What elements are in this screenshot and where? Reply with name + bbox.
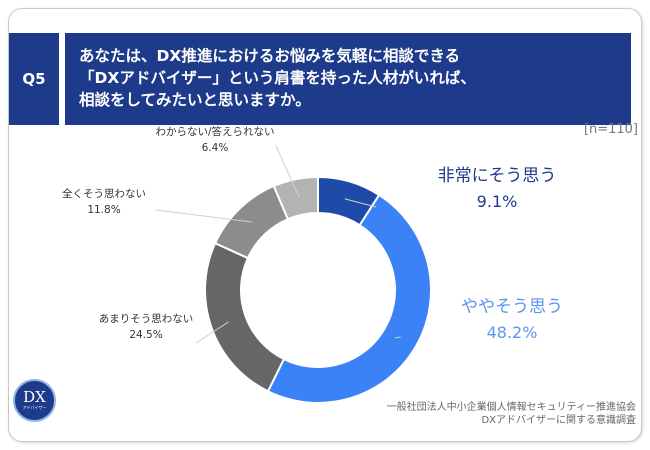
leader-line	[275, 145, 300, 198]
dx-logo: DX アドバイザー	[13, 379, 56, 422]
logo-subtext: アドバイザー	[22, 405, 47, 410]
slice-label: ややそう思う	[461, 297, 563, 317]
slice-value-label: 9.1%	[477, 192, 518, 211]
slice-value-label: 24.5%	[129, 329, 162, 341]
donut-slice	[272, 175, 319, 221]
donut-slice	[266, 193, 432, 404]
chart-card: Q5 あなたは、DX推進におけるお悩みを気軽に相談できる 「DXアドバイザー」と…	[8, 8, 642, 442]
question-number-badge: Q5	[9, 33, 59, 125]
question-number: Q5	[22, 70, 46, 88]
question-box: あなたは、DX推進におけるお悩みを気軽に相談できる 「DXアドバイザー」という肩…	[65, 33, 631, 125]
source-line: DXアドバイザーに関する意識調査	[481, 415, 636, 426]
source-note: 一般社団法人中小企業個人情報セキュリティー推進協会 DXアドバイザーに関する意識…	[387, 401, 636, 427]
leader-line	[195, 321, 229, 344]
donut-slice	[204, 241, 286, 393]
slice-label: あまりそう思わない	[99, 313, 194, 325]
slice-label: 全くそう思わない	[62, 187, 146, 200]
logo-text: DX	[23, 388, 46, 406]
slice-value-label: 48.2%	[487, 323, 538, 342]
slice-label: 非常にそう思う	[438, 166, 557, 186]
leader-line	[344, 198, 377, 208]
sample-size-label: [n=110]	[583, 122, 638, 137]
slice-label: わからない/答えられない	[155, 125, 274, 138]
question-line: あなたは、DX推進におけるお悩みを気軽に相談できる	[79, 47, 461, 65]
slice-value-label: 11.8%	[87, 204, 120, 216]
question-line: 相談をしてみたいと思いますか。	[79, 91, 311, 109]
leader-line	[394, 336, 401, 339]
slice-value-label: 6.4%	[202, 142, 229, 154]
source-line: 一般社団法人中小企業個人情報セキュリティー推進協会	[386, 402, 636, 413]
leader-line	[155, 209, 252, 223]
question-line: 「DXアドバイザー」という肩書を持った人材がいれば、	[79, 69, 476, 87]
